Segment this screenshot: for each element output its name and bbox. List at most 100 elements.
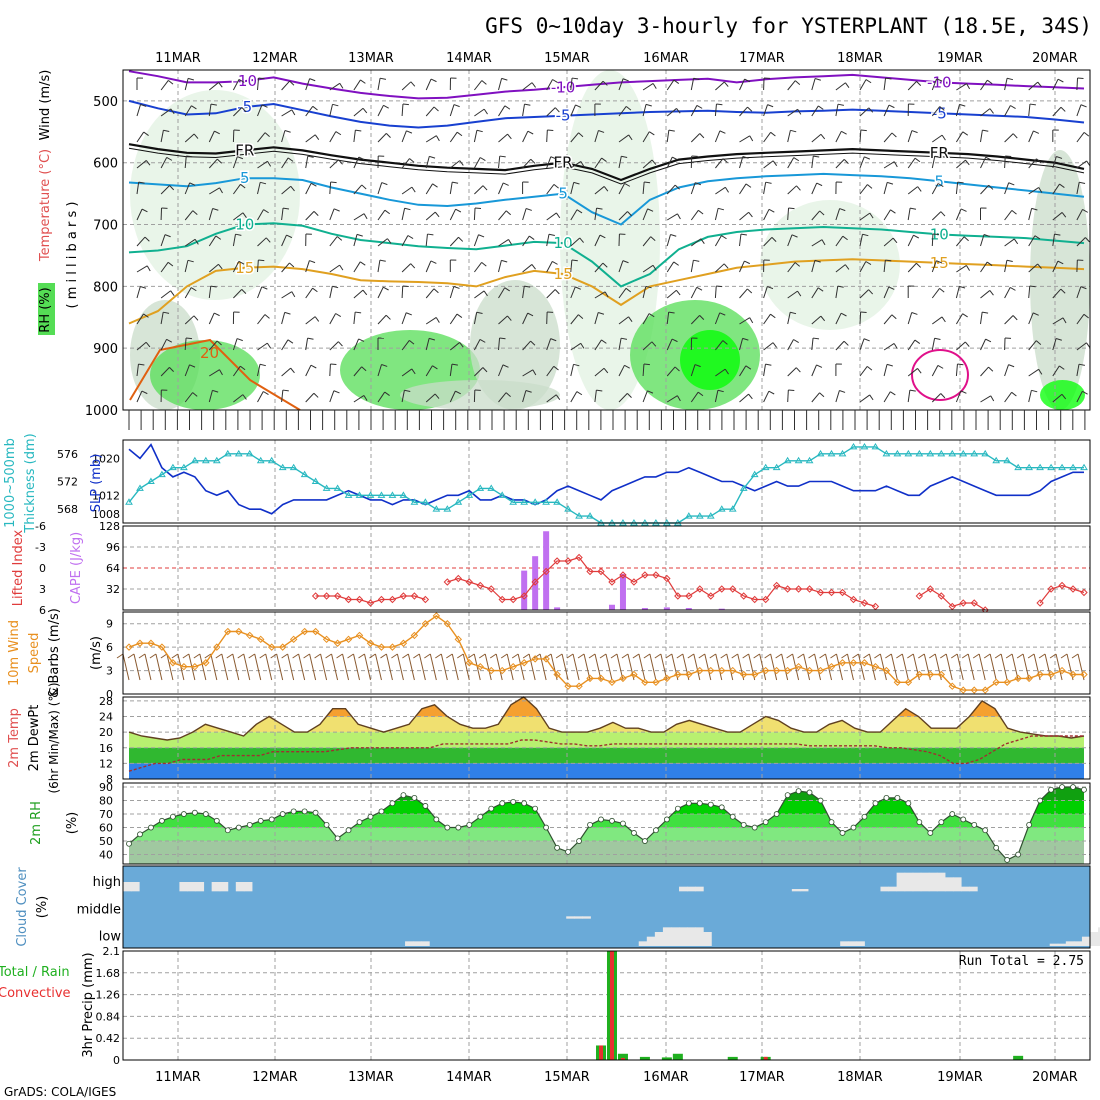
barb-staff [184, 210, 194, 221]
barb-staff [956, 236, 965, 247]
barb-staff [594, 367, 605, 377]
barb-staff [305, 392, 315, 403]
thickness-marker-56 [739, 484, 748, 491]
barb-staff [859, 394, 871, 403]
sfc-barb-staff [605, 653, 613, 681]
rh-marker-71 [905, 800, 912, 807]
wind-marker-58 [761, 666, 770, 675]
cloud-bar-0-104 [961, 886, 970, 892]
barb-flag [941, 316, 946, 323]
barb-staff [305, 364, 312, 377]
rh-marker-35 [510, 799, 517, 805]
barb-staff [353, 79, 361, 91]
barb-staff [787, 367, 797, 377]
sfc-barb-flag [391, 653, 398, 659]
sfc-barb-flag [160, 653, 168, 659]
sfc-barb-flag [742, 653, 749, 659]
upper-air-label-rh: RH (%) [38, 287, 53, 332]
cloud-bar-2-36 [413, 941, 422, 946]
barb-staff [473, 130, 478, 143]
wind-marker-0 [125, 643, 133, 651]
barb-flag [1029, 103, 1036, 106]
precip-total-bar-6 [727, 1056, 738, 1060]
barb-staff [425, 78, 432, 91]
rh-shade-3 [470, 280, 560, 410]
barb-staff [594, 390, 597, 403]
barb-staff [883, 314, 893, 325]
barb-staff [787, 207, 790, 221]
barb-staff [232, 156, 238, 169]
barb-staff [570, 391, 578, 403]
wind-marker-40 [564, 682, 572, 690]
barb-flag [575, 104, 582, 108]
sfc-barb-flag [632, 653, 640, 659]
li-marker-0-6 [377, 595, 386, 604]
thickness-marker-12 [256, 456, 265, 464]
barb-staff [522, 82, 533, 91]
rh-marker-69 [883, 794, 890, 801]
barb-flag [1012, 133, 1018, 139]
cloud-bar-2-117 [1065, 941, 1075, 946]
barb-flag [433, 106, 439, 112]
temp-tick-1: 12 [99, 757, 113, 770]
barb-staff [425, 234, 428, 247]
barb-flag [459, 342, 464, 348]
barb-flag [170, 108, 175, 115]
barb-flag [596, 207, 603, 210]
barb-flag [1011, 210, 1017, 215]
barb-staff [546, 156, 552, 169]
barb-flag [1082, 208, 1088, 213]
thickness-marker-15 [289, 463, 298, 471]
barb-staff [305, 156, 309, 169]
barb-flag [868, 107, 874, 113]
barb-staff [980, 79, 988, 91]
barb-staff [931, 260, 937, 273]
barb-flag [455, 390, 461, 395]
barb-flag [163, 129, 170, 133]
barb-staff [594, 291, 606, 299]
barb-staff [715, 186, 726, 195]
barb-flag [483, 290, 488, 297]
barb-staff [257, 314, 266, 325]
barb-flag [744, 78, 751, 83]
barb-flag [504, 105, 511, 110]
li-marker-1-32 [794, 585, 803, 593]
barb-flag [624, 364, 630, 369]
rh-marker-51 [685, 800, 692, 807]
barb-staff [449, 390, 456, 403]
barb-flag [194, 239, 199, 245]
barb-flag [791, 234, 798, 238]
date-label-top-3: 14MAR [446, 51, 492, 66]
sfc-barb-flag [544, 653, 552, 659]
barb-flag [888, 286, 895, 290]
sfc-barb-staff [451, 653, 459, 681]
barb-flag [625, 287, 632, 293]
barb-staff [449, 236, 459, 247]
sfc-barb-flag [467, 653, 475, 659]
barb-staff [907, 208, 911, 221]
barb-staff [980, 184, 990, 195]
barb-staff [859, 261, 867, 273]
sfc-barb-flag [907, 653, 914, 659]
barb-flag [216, 340, 222, 346]
li-marker-2-2 [937, 592, 946, 600]
barb-flag [409, 340, 415, 345]
sfc-barb-staff [374, 653, 382, 681]
barb-flag [1031, 207, 1038, 211]
barb-flag [913, 234, 920, 239]
barb-flag [722, 158, 728, 163]
barb-flag [168, 80, 174, 85]
barb-flag [406, 130, 413, 134]
barb-staff [474, 80, 483, 91]
upper-air-ytick-2: 700 [93, 219, 118, 234]
li-marker-0-1 [322, 592, 331, 600]
barb-flag [841, 130, 847, 135]
barb-flag [335, 313, 342, 317]
date-label-bottom-7: 18MAR [837, 1070, 883, 1085]
rh-marker-45 [620, 820, 626, 827]
sfc-barb-flag [577, 653, 585, 659]
barb-flag [860, 129, 867, 132]
barb-staff [281, 109, 293, 117]
thickness-marker-61 [794, 456, 803, 464]
slp-tick-0: 1008 [92, 508, 120, 521]
